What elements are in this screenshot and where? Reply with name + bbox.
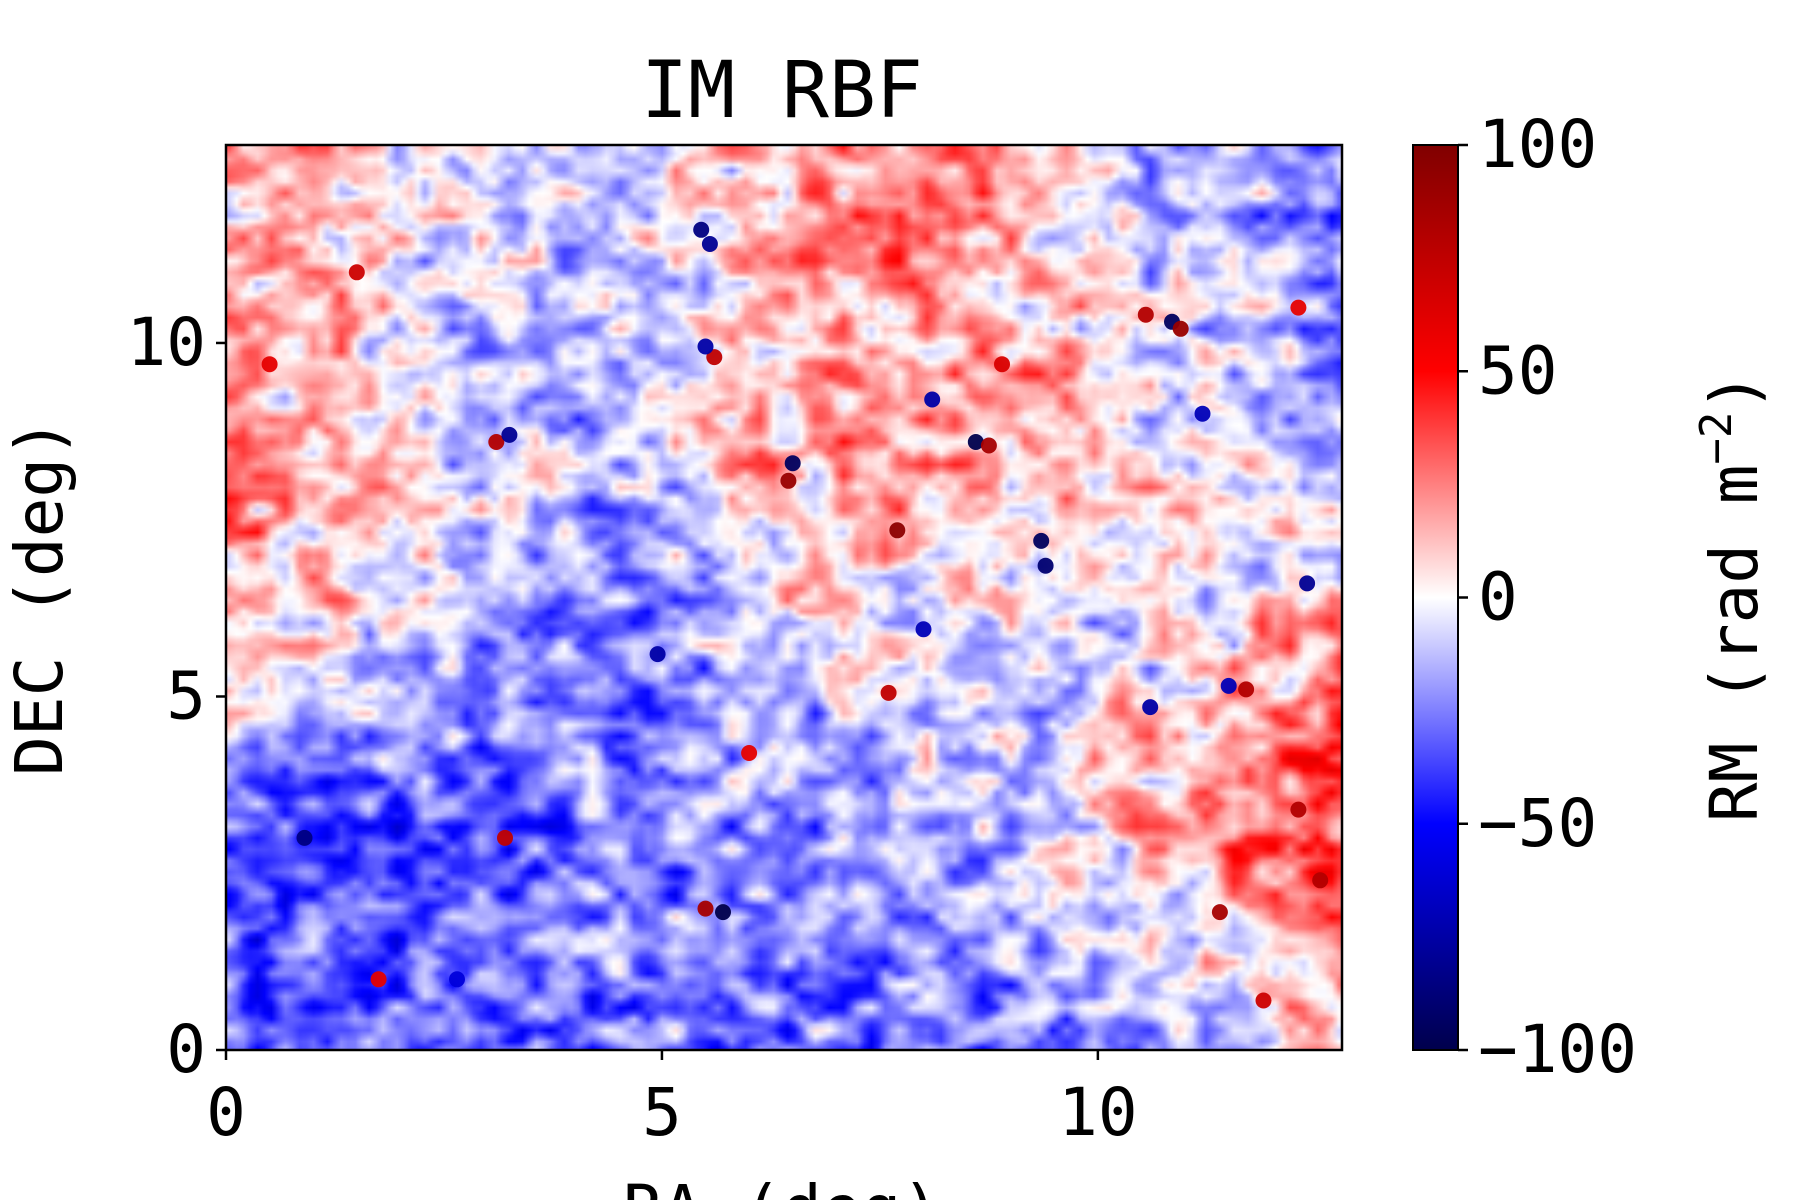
point-source xyxy=(1211,904,1228,921)
point-source xyxy=(449,971,465,988)
point-source xyxy=(741,745,758,761)
chart-title: IM RBF xyxy=(641,46,923,136)
point-source xyxy=(697,338,714,355)
point-source xyxy=(261,356,278,373)
y-tick-label: 10 xyxy=(127,304,206,381)
point-source xyxy=(1137,306,1154,323)
y-axis: 0 5 10 xyxy=(127,304,226,1088)
point-source xyxy=(980,437,997,454)
colorbar-tick-label: −50 xyxy=(1478,785,1597,862)
point-source xyxy=(348,264,365,281)
colorbar-label-close: ) xyxy=(1696,372,1773,412)
point-source xyxy=(1037,557,1054,574)
y-axis-label: DEC (deg) xyxy=(1,418,78,776)
point-source xyxy=(697,900,714,917)
x-tick-label: 5 xyxy=(642,1074,682,1151)
point-source xyxy=(296,829,313,846)
point-source xyxy=(501,426,518,443)
point-source xyxy=(880,684,897,701)
point-source xyxy=(497,829,513,846)
plot-frame xyxy=(224,143,1344,1052)
point-source xyxy=(1238,681,1255,698)
colorbar-tick-label: 0 xyxy=(1478,559,1518,636)
point-source xyxy=(994,356,1010,373)
point-source xyxy=(370,971,387,988)
point-source xyxy=(1312,872,1329,889)
point-source xyxy=(649,646,666,663)
point-source xyxy=(715,904,731,921)
colorbar-label-text: RM (rad m xyxy=(1696,465,1773,823)
x-tick-label: 0 xyxy=(206,1074,246,1151)
point-source xyxy=(1142,699,1159,716)
colorbar-tick-label: 100 xyxy=(1478,106,1597,183)
colorbar-label: RM (rad m−2) xyxy=(1691,372,1773,822)
x-axis-label: RA (deg) xyxy=(623,1171,941,1200)
point-source xyxy=(780,472,797,489)
point-source xyxy=(693,221,710,238)
point-source xyxy=(488,434,505,450)
point-source xyxy=(701,236,718,252)
colorbar xyxy=(1412,144,1459,1051)
point-source xyxy=(1194,405,1211,422)
colorbar-ticks: 100 50 0 −50 −100 xyxy=(1458,106,1637,1088)
point-source xyxy=(915,621,932,638)
point-source xyxy=(889,522,906,539)
heatmap-image xyxy=(226,145,1342,1050)
colorbar-label-exponent: −2 xyxy=(1691,412,1742,465)
point-source xyxy=(1172,320,1189,337)
point-source xyxy=(1220,677,1237,694)
colorbar-tick-label: −100 xyxy=(1478,1011,1637,1088)
point-source xyxy=(967,434,984,450)
point-source xyxy=(706,349,723,366)
point-source xyxy=(1299,575,1316,592)
point-source xyxy=(784,455,801,472)
y-tick-label: 0 xyxy=(166,1011,206,1088)
point-source xyxy=(924,391,941,408)
colorbar-tick-label: 50 xyxy=(1478,332,1557,409)
point-sources xyxy=(261,221,1329,1009)
point-source xyxy=(1290,801,1307,818)
point-source xyxy=(1255,992,1272,1009)
x-tick-label: 10 xyxy=(1058,1074,1137,1151)
x-axis: 0 5 10 xyxy=(206,1050,1138,1151)
point-source xyxy=(1033,532,1050,549)
point-source xyxy=(1290,299,1307,316)
y-tick-label: 5 xyxy=(166,657,206,734)
